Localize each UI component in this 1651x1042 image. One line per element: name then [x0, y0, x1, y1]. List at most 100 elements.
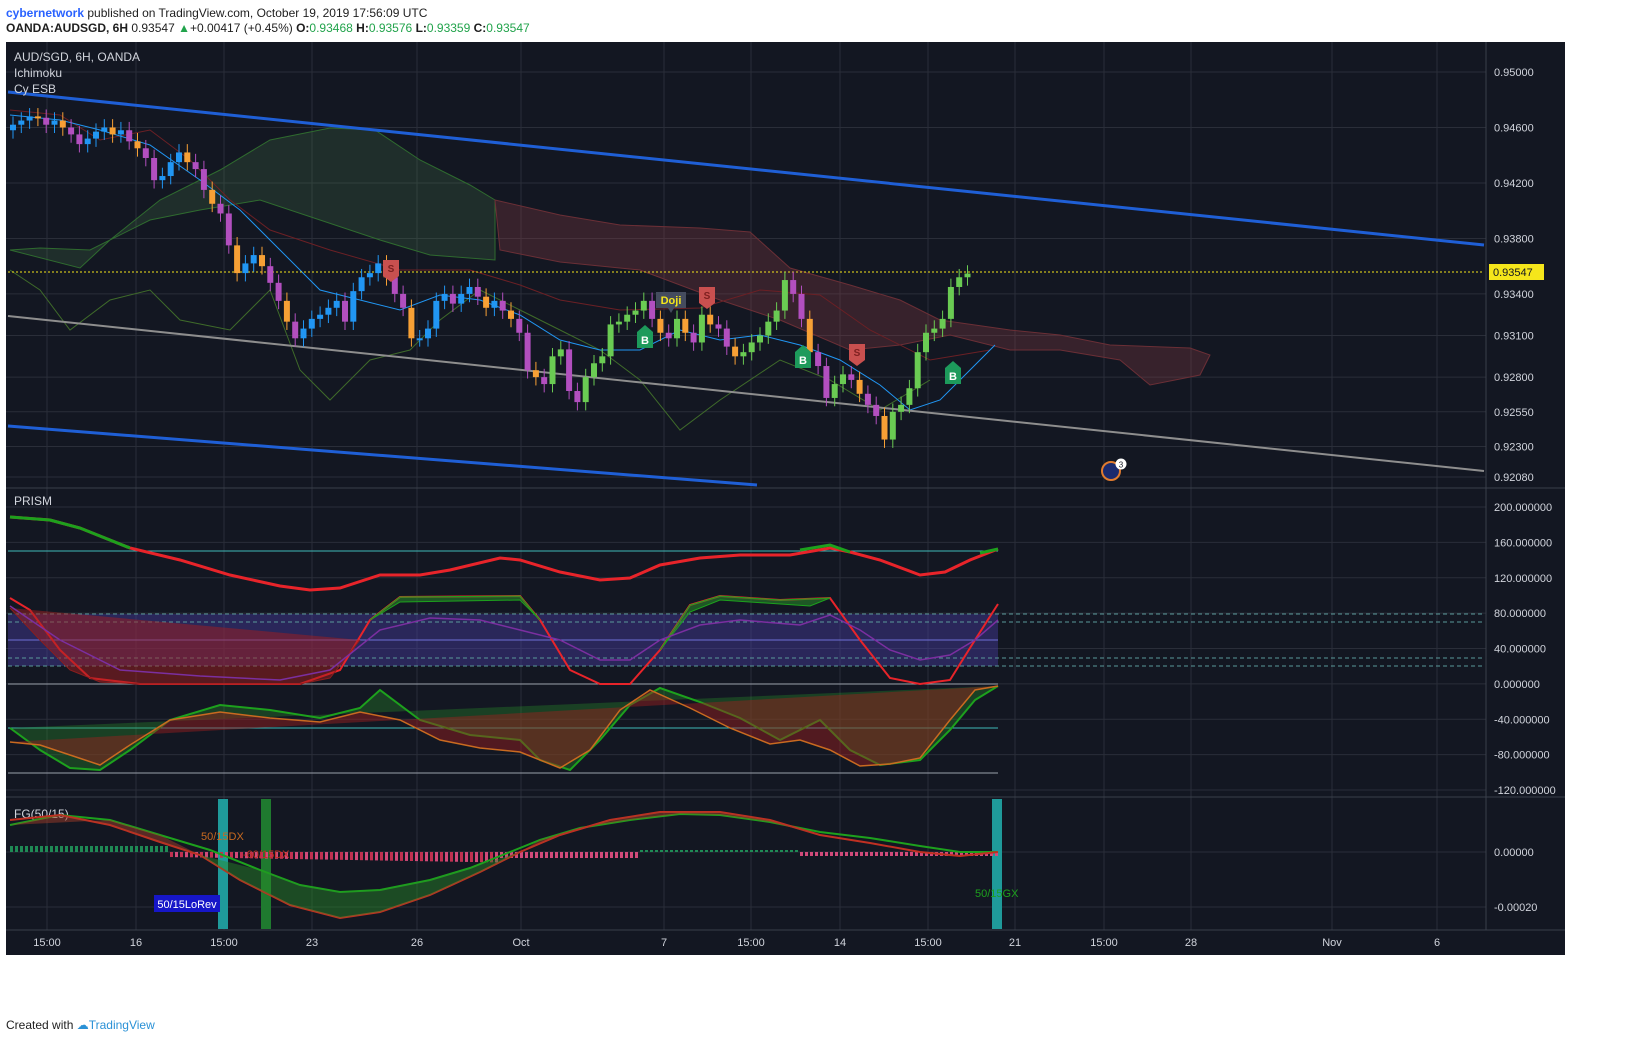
candle-body[interactable] [474, 286, 481, 297]
candle-body[interactable] [773, 310, 780, 322]
candle-body[interactable] [366, 273, 373, 278]
candle-body[interactable] [599, 356, 606, 364]
candle-body[interactable] [84, 138, 91, 145]
candle-body[interactable] [317, 314, 324, 319]
candle-body[interactable] [898, 404, 905, 412]
grey-trend-line[interactable] [7, 315, 1485, 472]
candle-body[interactable] [732, 346, 739, 357]
candle-body[interactable] [823, 366, 830, 398]
candle-body[interactable] [217, 203, 224, 214]
candle-body[interactable] [267, 266, 274, 283]
candle-body[interactable] [34, 116, 41, 119]
cyesb-label[interactable]: Cy ESB [14, 82, 56, 96]
candle-body[interactable] [76, 134, 83, 145]
candle-body[interactable] [591, 363, 597, 378]
candle-body[interactable] [914, 352, 921, 389]
candle-body[interactable] [574, 391, 581, 403]
sell-marker[interactable]: S [849, 344, 865, 366]
doji-marker[interactable]: Doji [656, 292, 686, 313]
candle-body[interactable] [43, 117, 50, 125]
tradingview-link[interactable]: TradingView [88, 1018, 155, 1032]
candle-body[interactable] [433, 300, 440, 329]
candle-body[interactable] [815, 352, 822, 367]
candle-body[interactable] [698, 314, 705, 343]
candle-body[interactable] [790, 280, 797, 294]
candle-body[interactable] [308, 318, 315, 329]
candle-body[interactable] [176, 152, 182, 163]
candle-body[interactable] [358, 277, 365, 292]
candle-body[interactable] [209, 189, 216, 204]
prism-axis[interactable]: 200.000000 160.000000 120.000000 80.000000 4… [1494, 502, 1556, 797]
candle-body[interactable] [142, 148, 149, 158]
candle-body[interactable] [441, 293, 448, 301]
candle-body[interactable] [117, 130, 124, 135]
candle-body[interactable] [26, 116, 33, 121]
candle-body[interactable] [665, 332, 672, 339]
candle-body[interactable] [259, 255, 265, 267]
candle-body[interactable] [881, 415, 888, 440]
candle-body[interactable] [532, 370, 539, 378]
lower-channel-line[interactable] [7, 424, 758, 487]
candle-body[interactable] [333, 300, 340, 308]
economic-event-icon[interactable]: 3 [1101, 458, 1127, 481]
candle-body[interactable] [300, 328, 307, 339]
candle-body[interactable] [615, 321, 622, 325]
candle-body[interactable] [325, 307, 332, 315]
sell-marker[interactable]: S [699, 287, 715, 309]
candle-body[interactable] [192, 162, 199, 170]
buy-marker[interactable]: B [945, 361, 961, 384]
candle-body[interactable] [126, 130, 133, 142]
candle-body[interactable] [956, 277, 963, 287]
candle-body[interactable] [765, 321, 772, 336]
candle-body[interactable] [109, 127, 116, 135]
candle-body[interactable] [723, 328, 730, 347]
candle-body[interactable] [458, 293, 465, 304]
candle-body[interactable] [781, 280, 788, 311]
candle-body[interactable] [541, 377, 548, 385]
candle-body[interactable] [391, 277, 398, 294]
candle-body[interactable] [524, 332, 531, 371]
candle-body[interactable] [200, 169, 207, 190]
candle-body[interactable] [508, 310, 514, 319]
candle-body[interactable] [649, 300, 656, 319]
buy-marker[interactable]: B [637, 325, 653, 348]
candle-body[interactable] [682, 318, 689, 333]
candle-body[interactable] [931, 328, 938, 333]
candle-body[interactable] [798, 293, 805, 319]
fg-axis[interactable]: 0.00000 -0.00020 [1494, 847, 1537, 914]
candle-body[interactable] [151, 157, 158, 181]
candle-body[interactable] [674, 318, 680, 339]
candle-body[interactable] [350, 291, 357, 322]
candle-body[interactable] [566, 349, 573, 392]
candle-body[interactable] [449, 293, 456, 304]
candle-body[interactable] [93, 131, 99, 139]
candle-body[interactable] [607, 324, 614, 357]
prism-pane-title[interactable]: PRISM [14, 494, 52, 508]
candle-body[interactable] [624, 314, 631, 322]
buy-marker[interactable]: B [795, 345, 811, 368]
main-pane-title[interactable]: AUD/SGD, 6H, OANDA [14, 50, 140, 64]
candle-body[interactable] [342, 300, 348, 322]
candle-body[interactable] [806, 318, 813, 353]
candle-body[interactable] [499, 300, 506, 311]
candle-body[interactable] [657, 318, 664, 333]
candle-body[interactable] [250, 255, 257, 264]
candle-body[interactable] [225, 213, 232, 246]
candle-body[interactable] [51, 120, 58, 125]
candle-body[interactable] [466, 286, 473, 294]
candle-body[interactable] [840, 374, 846, 385]
sell-marker[interactable]: S [383, 260, 399, 282]
price-axis[interactable]: 0.95000 0.94600 0.94200 0.93800 0.93400 0.931… [1494, 67, 1534, 484]
candle-body[interactable] [59, 120, 66, 128]
candle-body[interactable] [416, 338, 423, 341]
candle-body[interactable] [831, 384, 838, 398]
candle-body[interactable] [939, 318, 946, 329]
candle-body[interactable] [283, 300, 290, 322]
candle-body[interactable] [184, 152, 191, 163]
candle-body[interactable] [483, 296, 490, 308]
candle-body[interactable] [964, 273, 971, 278]
candle-body[interactable] [690, 332, 697, 343]
candle-body[interactable] [491, 300, 498, 308]
candle-body[interactable] [101, 127, 108, 132]
